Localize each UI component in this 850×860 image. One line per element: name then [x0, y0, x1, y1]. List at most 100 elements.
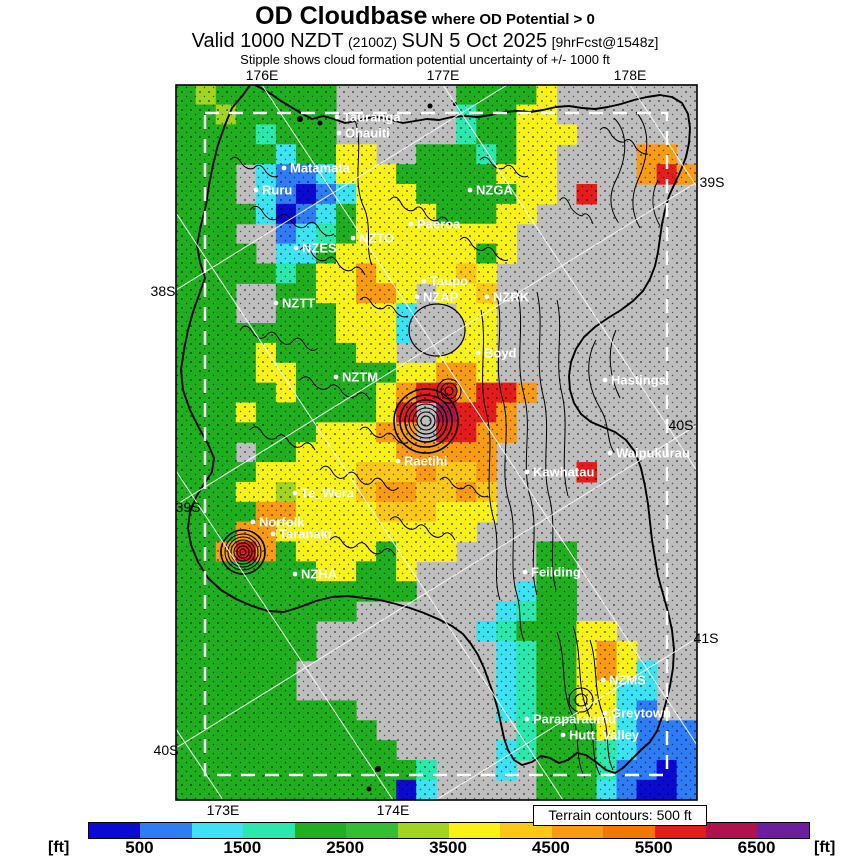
place-label: Ruru: [262, 183, 292, 198]
place-label: Ohauiti: [345, 126, 390, 141]
axis-label: 41S: [694, 630, 719, 646]
place-dot: [350, 235, 356, 241]
valid-time: Valid 1000 NZDT: [191, 30, 344, 52]
axis-label: 177E: [427, 67, 460, 83]
place-dot: [524, 469, 530, 475]
colorbar-segment: [706, 823, 758, 838]
place-label: Greytown: [611, 706, 671, 721]
graticule-line: [629, 85, 697, 188]
colorbar-tick-labels: 500 1500 2500 3500 4500 5500 6500: [88, 838, 808, 860]
page-title: OD Cloudbase: [255, 2, 428, 30]
title-line: OD Cloudbase where OD Potential > 0: [0, 2, 850, 31]
axis-label: 39S: [700, 174, 725, 190]
place-label: NZTO: [359, 231, 394, 246]
place-dot: [292, 490, 298, 496]
place-label: NZES: [302, 241, 337, 256]
place-label: Boyd: [484, 346, 517, 361]
place-dot: [270, 531, 276, 537]
valid-time-line: Valid 1000 NZDT (2100Z) SUN 5 Oct 2025 […: [0, 30, 850, 53]
place-label: NZGA: [476, 183, 513, 198]
axis-labels: 176E 177E 178E 173E 174E 38S 39S 40S 39S 40S 41S: [151, 67, 725, 818]
axis-label: 178E: [614, 67, 647, 83]
colorbar-segment: [294, 823, 347, 838]
colorbar-tick: 5500: [634, 838, 673, 857]
colorbar-segment: [654, 823, 707, 838]
place-dot: [524, 716, 530, 722]
place-label: Te_Wera: [301, 486, 355, 501]
axis-label: 176E: [246, 67, 279, 83]
valid-time-z: (2100Z): [348, 34, 398, 50]
colorbar-tick: 2500: [326, 838, 365, 857]
place-dot: [408, 221, 414, 227]
graticule-line: [176, 424, 697, 749]
graticule-line: [435, 637, 697, 800]
place-dot: [395, 458, 401, 464]
place-label: Waipukurau: [616, 446, 690, 461]
place-label: Matamata: [290, 161, 351, 176]
place-dot: [522, 569, 528, 575]
place-dot: [334, 114, 340, 120]
place-dot: [484, 294, 490, 300]
axis-label: 40S: [669, 417, 694, 433]
place-label: Taupo: [430, 274, 468, 289]
place-label: Paeroa: [417, 217, 461, 232]
axis-label: 40S: [154, 742, 179, 758]
place-dot: [281, 165, 287, 171]
colorbar-segment: [191, 823, 244, 838]
stipple-subtitle: Stipple shows cloud formation potential …: [240, 52, 610, 67]
colorbar-segment: [243, 823, 295, 838]
colorbar-segment: [397, 823, 449, 838]
place-label: NZAP: [423, 290, 459, 305]
place-dot: [467, 187, 473, 193]
terrain-contours-note: Terrain contours: 500 ft: [533, 805, 707, 826]
place-dot: [292, 571, 298, 577]
colorbar-segment: [551, 823, 604, 838]
cloudbase-colorbar: [88, 822, 810, 839]
place-label: Feilding: [531, 565, 581, 580]
graticule-line: [261, 85, 697, 746]
place-label: NZRK: [493, 290, 530, 305]
graticule-line: [176, 181, 697, 506]
colorbar-tick: 3500: [429, 838, 467, 857]
colorbar-segment: [448, 823, 501, 838]
title-condition: where OD Potential > 0: [431, 11, 595, 28]
place-dot: [602, 377, 608, 383]
place-label: NZMS: [609, 673, 646, 688]
place-dot: [336, 130, 342, 136]
colorbar-tick: 1500: [223, 838, 262, 857]
graticule: [176, 85, 697, 800]
colorbar-segment: [89, 823, 141, 838]
place-dot: [273, 300, 279, 306]
place-dot: [253, 187, 259, 193]
map-frame: [175, 84, 698, 801]
place-dot: [421, 278, 427, 284]
graticule-line: [176, 85, 508, 291]
place-label: NZHA: [301, 567, 338, 582]
colorbar-segment: [346, 823, 398, 838]
place-label: Norfolk: [259, 515, 305, 530]
place-label: Hastings: [611, 373, 666, 388]
colorbar-segment: [140, 823, 192, 838]
axis-label: 39S: [176, 499, 201, 515]
place-dot: [607, 450, 613, 456]
place-dot: [414, 294, 420, 300]
unit-label-left: [ft]: [48, 839, 70, 856]
place-dot: [250, 519, 256, 525]
colorbar-tick: 4500: [531, 838, 570, 857]
stipple-overlay: [176, 85, 697, 800]
place-label: NZTT: [282, 296, 315, 311]
valid-date: SUN 5 Oct 2025: [401, 30, 548, 52]
colorbar-tick: 500: [125, 838, 154, 857]
place-dot: [602, 710, 608, 716]
colorbar-segment: [757, 823, 809, 838]
axis-label: 174E: [377, 802, 410, 818]
fcst-info: [9hrFcst@1548z]: [551, 34, 659, 50]
unit-label-right: [ft]: [814, 839, 836, 856]
place-dot: [475, 350, 481, 356]
colorbar-segment: [603, 823, 655, 838]
model-domain-boundary: [203, 111, 669, 777]
place-label: Paraparaumu: [533, 712, 616, 727]
